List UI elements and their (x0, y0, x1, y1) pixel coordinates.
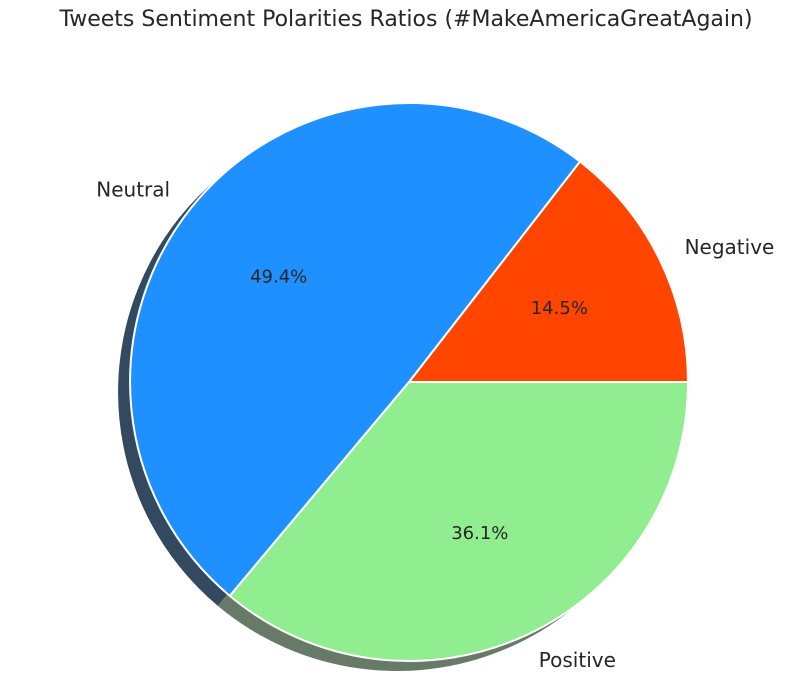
pie-slices-group (129, 102, 689, 662)
slice-label-negative: Negative (685, 235, 775, 259)
slice-percent-neutral: 49.4% (250, 266, 307, 287)
slice-positive (228, 381, 689, 662)
slice-label-neutral: Neutral (96, 177, 170, 201)
pie-labels-group: Negative 14.5% Neutral 49.4% Positive 36.1% (96, 177, 774, 672)
chart-title: Tweets Sentiment Polarities Ratios (#Mak… (59, 7, 753, 32)
slice-negative (408, 160, 689, 383)
slice-percent-positive: 36.1% (451, 523, 508, 544)
slice-percent-negative: 14.5% (531, 298, 588, 319)
slice-label-positive: Positive (539, 648, 616, 672)
slice-neutral (129, 102, 581, 597)
